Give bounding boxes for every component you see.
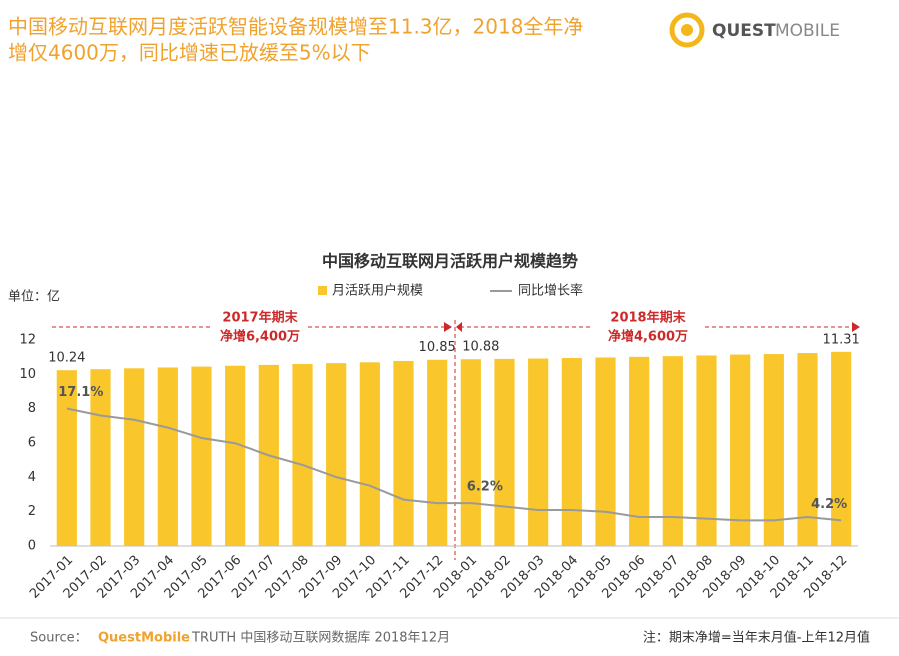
bar (326, 363, 347, 546)
data-label: 4.2% (811, 497, 847, 512)
y-tick-label: 10 (19, 367, 36, 382)
bar (292, 364, 313, 546)
bar (763, 354, 784, 546)
bar (124, 368, 145, 546)
logo-icon (681, 24, 693, 36)
bar (730, 354, 751, 546)
logo-icon (669, 12, 705, 48)
data-label: 10.85 (419, 340, 456, 355)
unit-label: 单位：亿 (8, 290, 60, 305)
y-tick-label: 12 (19, 333, 36, 348)
data-label: 11.31 (823, 332, 860, 347)
source-brand: QuestMobile (98, 631, 190, 646)
annotation: 净增4,600万 (608, 329, 688, 345)
annotation: 净增6,400万 (220, 329, 300, 345)
line (66, 407, 842, 522)
bar (629, 356, 650, 546)
annotation: 2018年期末 (610, 310, 686, 326)
bar (595, 357, 616, 546)
bar (528, 358, 549, 546)
y-tick-label: 2 (28, 504, 36, 519)
bar (831, 351, 852, 546)
source: Source： (30, 631, 88, 646)
source: TRUTH 中国移动互联网数据库 2018年12月 (191, 630, 450, 646)
bar (427, 359, 448, 546)
bar (90, 369, 111, 546)
period-lines (52, 320, 855, 560)
y-tick-label: 8 (28, 401, 36, 416)
y-tick-label: 4 (28, 470, 36, 485)
legend-label: 同比增长率 (518, 283, 583, 299)
bar (696, 355, 717, 546)
data-label: 17.1% (58, 385, 103, 400)
header-title: 中国移动互联网月度活跃智能设备规模增至11.3亿，2018全年净 (8, 15, 583, 39)
legend-swatch (318, 286, 327, 295)
data-label: 10.24 (48, 351, 85, 366)
chart-title: 中国移动互联网月活跃用户规模趋势 (322, 252, 578, 271)
annotation: 2017年期末 (222, 310, 298, 326)
bar (191, 366, 212, 546)
data-label: 6.2% (467, 480, 503, 495)
bar (359, 362, 380, 546)
bar (460, 359, 481, 546)
logo-text: QUEST (712, 21, 776, 41)
bar (662, 356, 683, 546)
legend-label: 月活跃用户规模 (332, 283, 423, 299)
bar (393, 360, 414, 546)
header-title: 增仅4600万，同比增速已放缓至5%以下 (8, 41, 371, 65)
note: 注：期末净增=当年末月值-上年12月值 (643, 630, 870, 646)
bar (56, 370, 77, 546)
y-tick-label: 6 (28, 436, 36, 451)
bar (225, 365, 246, 546)
bar (797, 353, 818, 546)
data-label: 10.88 (462, 340, 499, 355)
logo: QUEST MOBILE (669, 12, 840, 48)
logo-text: MOBILE (775, 21, 840, 41)
y-tick-label: 0 (28, 539, 36, 554)
bar (157, 367, 178, 546)
bar (494, 358, 515, 546)
bar (561, 358, 582, 546)
